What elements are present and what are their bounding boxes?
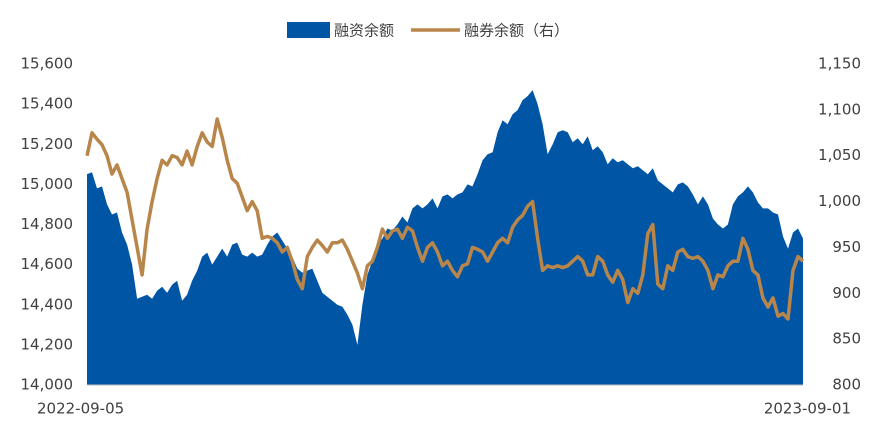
x-tick-label: 2022-09-05	[37, 400, 124, 418]
legend-swatch	[287, 22, 330, 38]
line	[85, 117, 805, 321]
y2-tick-label: 1,000	[818, 192, 861, 210]
y-tick-label: 15,600	[21, 55, 74, 73]
y-tick-label: 14,000	[21, 376, 74, 394]
y-tick-label: 14,400	[21, 295, 74, 313]
y2-tick-label: 1,050	[818, 146, 861, 164]
y2-tick-label: 1,150	[818, 55, 861, 73]
y-tick-label: 14,200	[21, 335, 74, 353]
y-tick-label: 14,800	[21, 215, 74, 233]
y-tick-label: 14,600	[21, 255, 74, 273]
y2-tick-label: 800	[832, 376, 861, 394]
y-tick-label: 15,400	[21, 95, 74, 113]
x-tick-label: 2023-09-01	[764, 400, 851, 418]
legend-label: 融资余额	[334, 22, 394, 40]
y-tick-label: 15,200	[21, 135, 74, 153]
y2-tick-label: 850	[832, 330, 861, 348]
y2-tick-label: 1,100	[818, 100, 861, 118]
y2-tick-label: 900	[832, 284, 861, 302]
y2-tick-label: 950	[832, 238, 861, 256]
legend-label: 融券余额（右）	[464, 22, 569, 40]
area	[87, 90, 803, 385]
y-tick-label: 15,000	[21, 175, 74, 193]
